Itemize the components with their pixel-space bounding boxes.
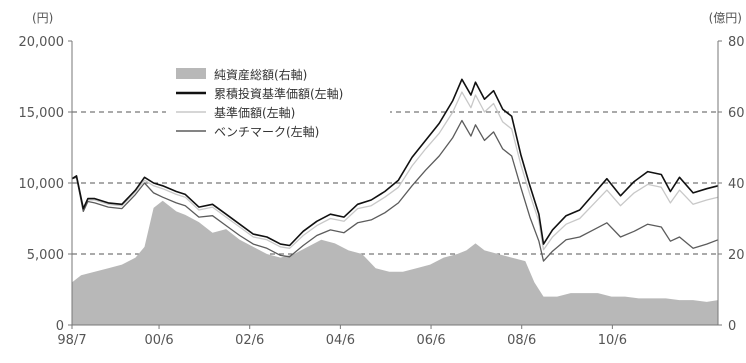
legend-label-1: 累積投資基準価額(左軸) [214,86,343,101]
legend-label-2: 基準価額(左軸) [214,105,295,120]
right-tick-label-4: 0 [728,319,736,334]
x-tick-label-2: 02/6 [235,333,264,348]
x-tick-label-5: 08/6 [507,333,536,348]
area-series-0 [72,200,718,325]
right-tick-label-3: 20 [728,248,745,263]
legend-label-0: 純資産総額(右軸) [214,67,307,82]
left-axis-unit: (円) [32,11,53,25]
legend-label-3: ベンチマーク(左軸) [214,124,319,139]
right-tick-label-2: 40 [728,177,745,192]
left-tick-label-0: 20,000 [19,35,65,50]
left-tick-label-1: 15,000 [19,106,65,121]
left-tick-label-2: 10,000 [19,177,65,192]
x-tick-label-0: 98/7 [57,333,86,348]
line-series-2 [71,91,719,251]
area-layer [72,200,718,325]
x-tick-label-4: 06/6 [416,333,445,348]
x-tick-label-3: 04/6 [326,333,355,348]
x-tick-label-1: 00/6 [144,333,173,348]
right-tick-label-0: 80 [728,35,745,50]
legend-swatch-0 [176,68,206,79]
right-tick-label-1: 60 [728,106,745,121]
line-series-3 [71,119,719,262]
left-tick-label-4: 0 [56,319,64,334]
line-layer [71,78,719,262]
right-axis-unit: (億円) [709,11,742,25]
legend: 純資産総額(右軸) 累積投資基準価額(左軸) 基準価額(左軸) ベンチマーク(左軸) [166,60,390,144]
line-series-1 [71,78,719,247]
x-tick-label-6: 10/6 [598,333,627,348]
left-tick-label-3: 5,000 [27,248,64,263]
